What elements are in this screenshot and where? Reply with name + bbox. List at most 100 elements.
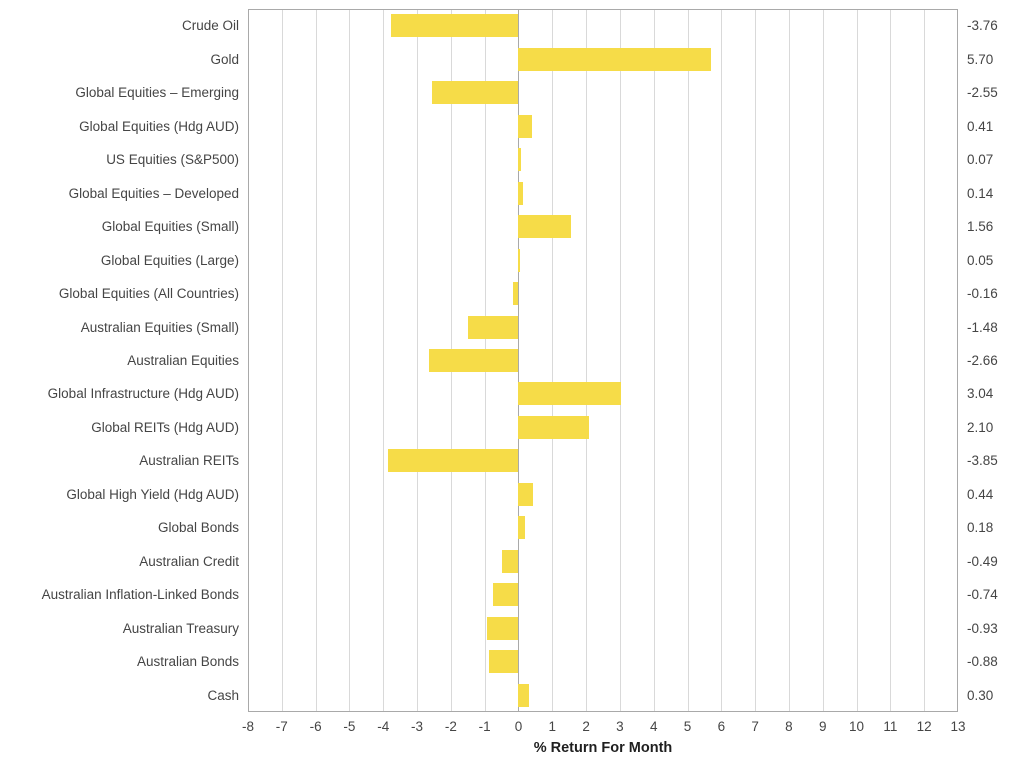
- category-label: Global Equities (Hdg AUD): [79, 118, 239, 134]
- x-tick-label: -5: [343, 719, 356, 734]
- value-label: -2.55: [967, 85, 998, 101]
- bar: [468, 315, 519, 339]
- bar: [487, 616, 519, 640]
- x-tick-label: 0: [514, 719, 523, 734]
- bar: [518, 148, 521, 172]
- gridline: [382, 10, 384, 711]
- x-tick-label: 4: [649, 719, 658, 734]
- category-label: Global High Yield (Hdg AUD): [66, 486, 239, 502]
- gridline: [551, 10, 553, 711]
- x-tick-label: 7: [751, 719, 759, 734]
- bar: [518, 114, 533, 138]
- category-label: Global Equities (Large): [100, 252, 239, 268]
- category-label: Australian Inflation-Linked Bonds: [41, 587, 239, 603]
- bar: [518, 516, 525, 540]
- gridline: [923, 10, 925, 711]
- category-label: Australian Treasury: [122, 620, 239, 636]
- gridline: [281, 10, 283, 711]
- category-label: Gold: [210, 51, 239, 67]
- value-label: 0.05: [967, 252, 994, 268]
- x-tick-label: 2: [582, 719, 590, 734]
- bar: [518, 248, 521, 272]
- value-label: 0.30: [967, 687, 994, 703]
- value-label: -0.16: [967, 286, 998, 302]
- x-tick-label: 6: [717, 719, 726, 734]
- category-label: Australian REITs: [139, 453, 239, 469]
- x-tick-label: -8: [241, 719, 255, 734]
- x-tick-label: 9: [818, 719, 827, 734]
- value-label: 0.41: [967, 118, 994, 134]
- value-label: -3.85: [967, 453, 998, 469]
- category-label: Global REITs (Hdg AUD): [91, 419, 239, 435]
- x-tick-label: 11: [883, 719, 898, 734]
- x-tick-label: 10: [849, 719, 865, 734]
- x-tick-label: -4: [377, 719, 390, 734]
- category-label: Global Equities – Developed: [68, 185, 239, 201]
- value-label: 3.04: [967, 386, 994, 402]
- bar: [518, 382, 622, 406]
- x-tick-label: -1: [478, 719, 491, 734]
- value-label: -0.93: [967, 620, 998, 636]
- category-label: Australian Equities (Small): [80, 319, 239, 335]
- value-label: -2.66: [967, 352, 998, 368]
- category-label: Global Equities – Emerging: [75, 85, 239, 101]
- category-label: US Equities (S&P500): [106, 152, 239, 168]
- gridline: [720, 10, 722, 711]
- value-label: 0.44: [967, 486, 994, 502]
- bar: [518, 683, 529, 707]
- x-tick-label: -2: [444, 719, 457, 734]
- bar: [518, 415, 590, 439]
- x-tick-label: 3: [616, 719, 624, 734]
- value-label: 0.07: [967, 152, 994, 168]
- value-label: 5.70: [967, 51, 994, 67]
- category-label: Global Bonds: [157, 520, 239, 536]
- x-tick-label: -7: [275, 719, 288, 734]
- category-label: Cash: [207, 687, 239, 703]
- category-label: Australian Credit: [139, 553, 239, 569]
- gridline: [619, 10, 621, 711]
- x-tick-label: -6: [309, 719, 322, 734]
- gridline: [653, 10, 655, 711]
- gridline: [416, 10, 418, 711]
- bar: [518, 47, 712, 71]
- bar: [488, 650, 519, 674]
- gridline: [754, 10, 756, 711]
- value-label: 0.18: [967, 520, 994, 536]
- value-label: -1.48: [967, 319, 998, 335]
- category-label: Global Infrastructure (Hdg AUD): [47, 386, 239, 402]
- value-label: -0.74: [967, 587, 998, 603]
- category-label: Australian Bonds: [136, 654, 239, 670]
- bar: [388, 449, 519, 473]
- bar: [501, 549, 519, 573]
- x-tick-label: -3: [411, 719, 424, 734]
- x-axis-title: % Return For Month: [533, 740, 673, 756]
- gridline: [856, 10, 858, 711]
- bar: [493, 583, 519, 607]
- category-label: Australian Equities: [127, 352, 239, 368]
- bar: [518, 215, 572, 239]
- x-tick-label: 8: [785, 719, 793, 734]
- value-label: -0.49: [967, 553, 998, 569]
- gridline: [822, 10, 824, 711]
- bar: [428, 349, 519, 372]
- category-label: Global Equities (All Countries): [58, 286, 239, 302]
- gridline: [348, 10, 350, 711]
- x-tick-label: 1: [548, 719, 557, 734]
- bar: [518, 482, 534, 506]
- value-label: 0.14: [967, 185, 994, 201]
- x-tick-label: 12: [916, 719, 932, 734]
- plot-border: [248, 9, 958, 712]
- value-label: 1.56: [967, 219, 994, 235]
- gridline: [889, 10, 891, 711]
- bar: [391, 14, 519, 38]
- bar: [432, 81, 519, 105]
- x-tick-label: 13: [950, 719, 966, 734]
- bar: [513, 282, 519, 306]
- bar: [518, 181, 524, 205]
- category-label: Crude Oil: [181, 18, 239, 34]
- value-label: 2.10: [967, 419, 994, 435]
- value-label: -3.76: [967, 18, 998, 34]
- gridline: [585, 10, 587, 711]
- value-label: -0.88: [967, 654, 998, 670]
